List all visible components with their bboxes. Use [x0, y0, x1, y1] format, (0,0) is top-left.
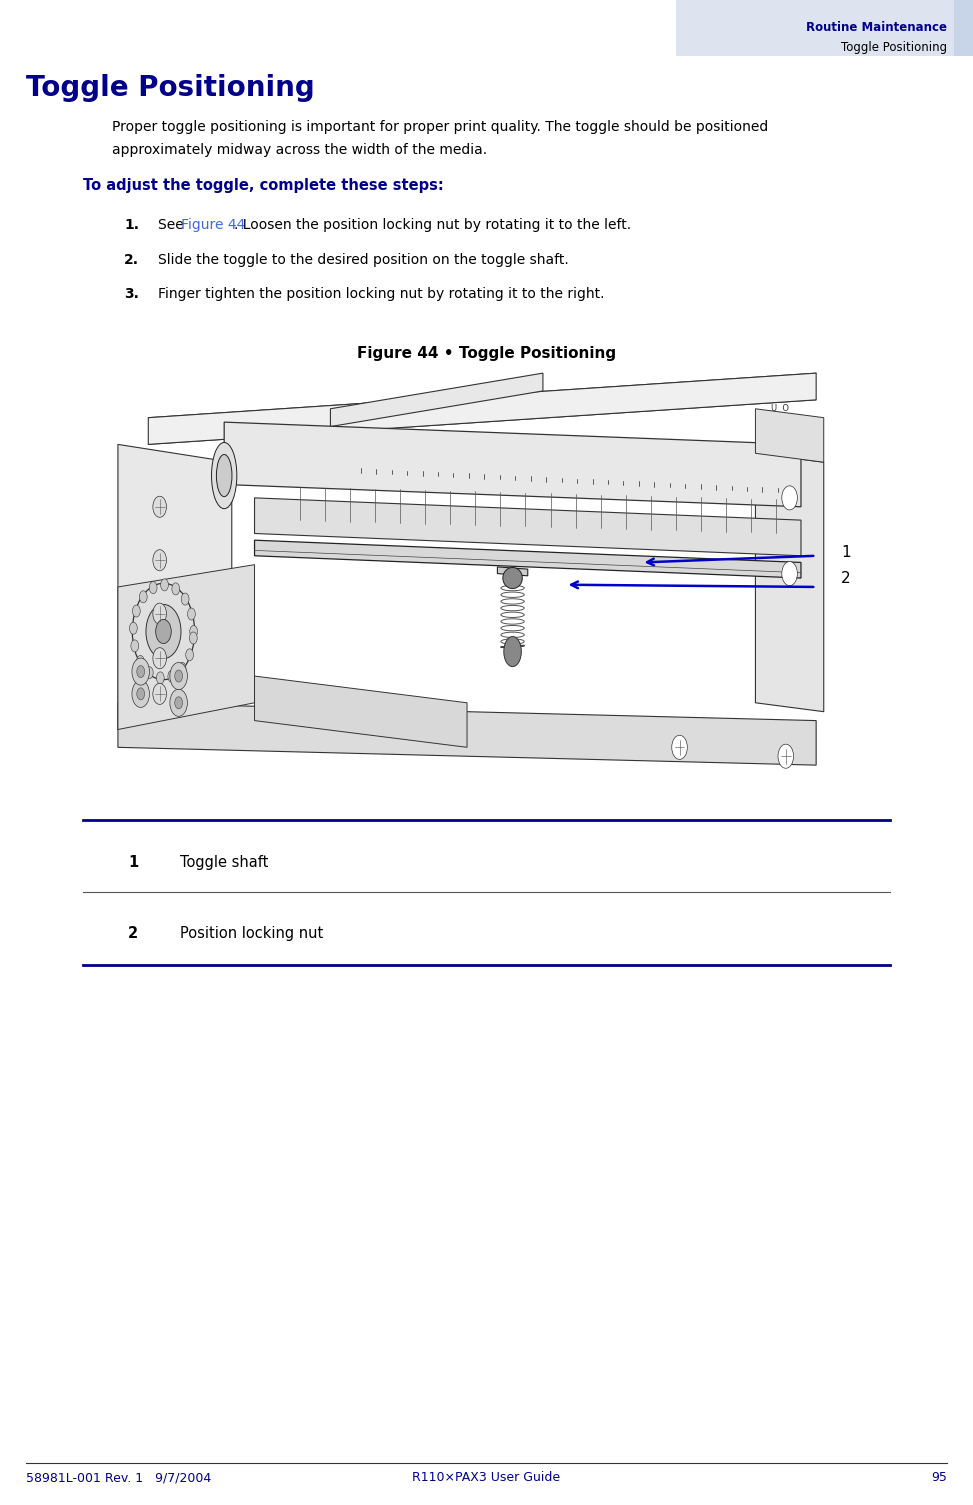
Circle shape [153, 647, 166, 668]
Circle shape [178, 662, 186, 674]
Circle shape [149, 581, 157, 593]
Text: 2: 2 [128, 926, 138, 941]
Polygon shape [148, 373, 816, 444]
Circle shape [137, 688, 145, 700]
Circle shape [671, 736, 687, 760]
Ellipse shape [503, 567, 523, 588]
Circle shape [132, 605, 140, 617]
Circle shape [782, 561, 798, 585]
Polygon shape [118, 703, 816, 765]
Text: Position locking nut: Position locking nut [180, 926, 323, 941]
Polygon shape [118, 444, 232, 730]
Circle shape [145, 667, 153, 679]
Text: Slide the toggle to the desired position on the toggle shaft.: Slide the toggle to the desired position… [158, 253, 568, 266]
Text: Figure 44: Figure 44 [181, 218, 245, 232]
Bar [88, 364, 847, 810]
Text: 2.: 2. [125, 253, 139, 266]
Text: Routine Maintenance: Routine Maintenance [806, 21, 947, 35]
Circle shape [153, 604, 166, 625]
Text: 1.: 1. [125, 218, 139, 232]
Text: 3.: 3. [125, 287, 139, 301]
Text: Figure 44 • Toggle Positioning: Figure 44 • Toggle Positioning [357, 346, 616, 361]
Circle shape [131, 640, 139, 652]
Circle shape [132, 680, 150, 707]
Text: 1: 1 [128, 855, 138, 870]
Circle shape [161, 579, 168, 591]
Polygon shape [118, 564, 255, 730]
Circle shape [190, 632, 198, 644]
Text: Toggle Positioning: Toggle Positioning [841, 41, 947, 54]
Bar [676, 0, 973, 56]
Circle shape [153, 683, 166, 704]
Circle shape [782, 486, 798, 510]
Text: U  O: U O [771, 405, 788, 414]
Polygon shape [255, 676, 467, 748]
Text: Toggle shaft: Toggle shaft [180, 855, 269, 870]
Circle shape [172, 582, 180, 594]
Ellipse shape [216, 455, 232, 497]
Ellipse shape [504, 637, 522, 667]
Circle shape [170, 689, 188, 716]
Text: Finger tighten the position locking nut by rotating it to the right.: Finger tighten the position locking nut … [158, 287, 604, 301]
Ellipse shape [211, 442, 236, 509]
Circle shape [132, 658, 150, 685]
Circle shape [175, 697, 183, 709]
Circle shape [153, 497, 166, 518]
Circle shape [136, 656, 144, 668]
Circle shape [132, 584, 195, 680]
Circle shape [170, 662, 188, 689]
Circle shape [139, 591, 147, 604]
Circle shape [188, 608, 196, 620]
Text: 58981L-001 Rev. 1   9/7/2004: 58981L-001 Rev. 1 9/7/2004 [26, 1472, 211, 1484]
Text: To adjust the toggle, complete these steps:: To adjust the toggle, complete these ste… [83, 178, 444, 193]
Bar [954, 0, 973, 56]
Text: Toggle Positioning: Toggle Positioning [26, 74, 315, 102]
Text: Proper toggle positioning is important for proper print quality. The toggle shou: Proper toggle positioning is important f… [112, 120, 768, 134]
Text: . Loosen the position locking nut by rotating it to the left.: . Loosen the position locking nut by rot… [234, 218, 631, 232]
Circle shape [168, 670, 176, 682]
Circle shape [186, 649, 194, 661]
Circle shape [190, 626, 198, 638]
Text: 1: 1 [841, 545, 850, 560]
Polygon shape [497, 567, 527, 576]
Polygon shape [755, 453, 824, 712]
Circle shape [157, 671, 164, 683]
Circle shape [146, 605, 181, 659]
Polygon shape [331, 373, 543, 426]
Polygon shape [255, 540, 801, 578]
Circle shape [153, 549, 166, 570]
Circle shape [137, 665, 145, 677]
Polygon shape [224, 421, 801, 507]
Circle shape [175, 670, 183, 682]
Polygon shape [755, 409, 824, 462]
Circle shape [129, 622, 137, 634]
Circle shape [778, 743, 794, 768]
Text: approximately midway across the width of the media.: approximately midway across the width of… [112, 143, 487, 157]
Polygon shape [255, 498, 801, 555]
Text: See: See [158, 218, 188, 232]
Text: R110×PAX3 User Guide: R110×PAX3 User Guide [413, 1472, 560, 1484]
Circle shape [181, 593, 189, 605]
Text: 2: 2 [841, 572, 850, 587]
Circle shape [156, 620, 171, 644]
Text: 95: 95 [931, 1472, 947, 1484]
